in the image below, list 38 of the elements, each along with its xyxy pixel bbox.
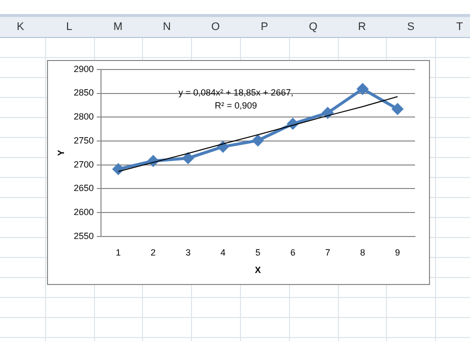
text: N (162, 21, 172, 33)
y-tick-label: 2700 (74, 159, 94, 170)
x-tick-label: 3 (186, 247, 191, 258)
x-tick-label: 5 (255, 247, 260, 258)
point (392, 104, 404, 115)
text: O (210, 21, 221, 33)
annotation: y = 0,084x² + 18,85x + 2667, (178, 87, 294, 98)
y-tick-label: 2800 (74, 112, 94, 122)
x-tick-label: 1 (116, 247, 121, 258)
x-tick-label: 8 (360, 247, 366, 258)
y-axis-title: Y (56, 150, 66, 156)
point (252, 134, 264, 146)
x-tick-label: 4 (220, 247, 226, 258)
x-tick-label: 2 (150, 247, 156, 258)
point (182, 152, 194, 164)
text: Q (308, 21, 318, 33)
point (322, 107, 334, 118)
point (218, 141, 228, 152)
annotation: R² = 0,909 (214, 100, 258, 110)
point (112, 164, 124, 175)
text: K (16, 21, 26, 33)
y-tick-label: 2650 (74, 183, 94, 194)
y-tick-label: 2750 (74, 135, 94, 146)
y-tick-label: 2850 (74, 88, 94, 98)
text: M (112, 21, 124, 33)
y-tick-label: 2550 (74, 230, 94, 241)
point (357, 83, 368, 94)
text: S (406, 21, 416, 33)
x-tick-label: 6 (290, 247, 296, 258)
text: R (357, 21, 367, 33)
y-tick-label: 2900 (74, 64, 94, 74)
text: P (260, 21, 270, 33)
x-tick-label: 7 (325, 247, 330, 258)
text: T (455, 21, 464, 33)
x-axis-title: X (254, 265, 261, 276)
x-tick-label: 9 (395, 247, 400, 258)
text: L (65, 21, 74, 33)
y-tick-label: 2600 (74, 207, 94, 218)
